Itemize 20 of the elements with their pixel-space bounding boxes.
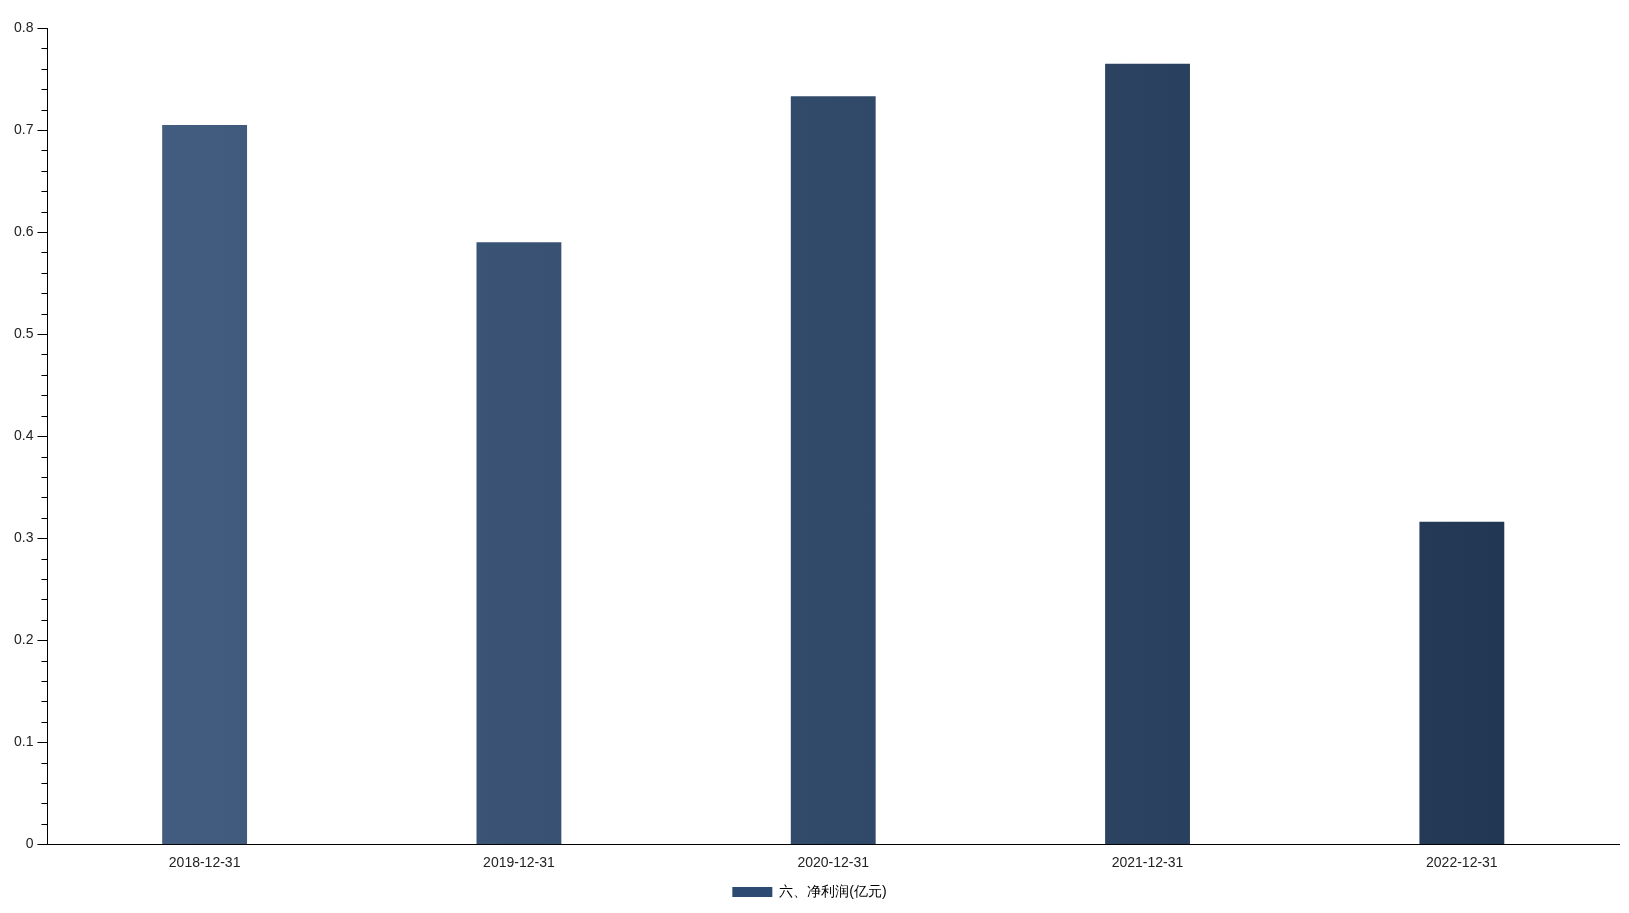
- y-tick-label: 0.3: [13, 528, 34, 545]
- y-tick-label: 0.6: [13, 222, 34, 239]
- x-tick-label: 2021-12-31: [1111, 854, 1184, 871]
- x-tick-label: 2018-12-31: [168, 854, 241, 871]
- bar: [476, 242, 562, 845]
- bar: [162, 124, 248, 845]
- legend-label: 六、净利润(亿元): [779, 882, 887, 899]
- y-tick-label: 0.7: [13, 120, 34, 137]
- y-tick-label: 0.5: [13, 324, 34, 341]
- y-tick-label: 0.2: [13, 631, 34, 648]
- bar: [1419, 521, 1505, 845]
- y-tick-label: 0.4: [13, 426, 34, 443]
- y-tick-label: 0: [25, 835, 34, 852]
- bar: [1105, 63, 1190, 845]
- x-tick-label: 2022-12-31: [1426, 854, 1498, 871]
- bar: [790, 96, 876, 845]
- x-tick-label: 2019-12-31: [483, 854, 555, 871]
- y-tick-label: 0.8: [13, 18, 34, 35]
- x-tick-label: 2020-12-31: [797, 854, 870, 871]
- y-tick-label: 0.1: [13, 733, 34, 750]
